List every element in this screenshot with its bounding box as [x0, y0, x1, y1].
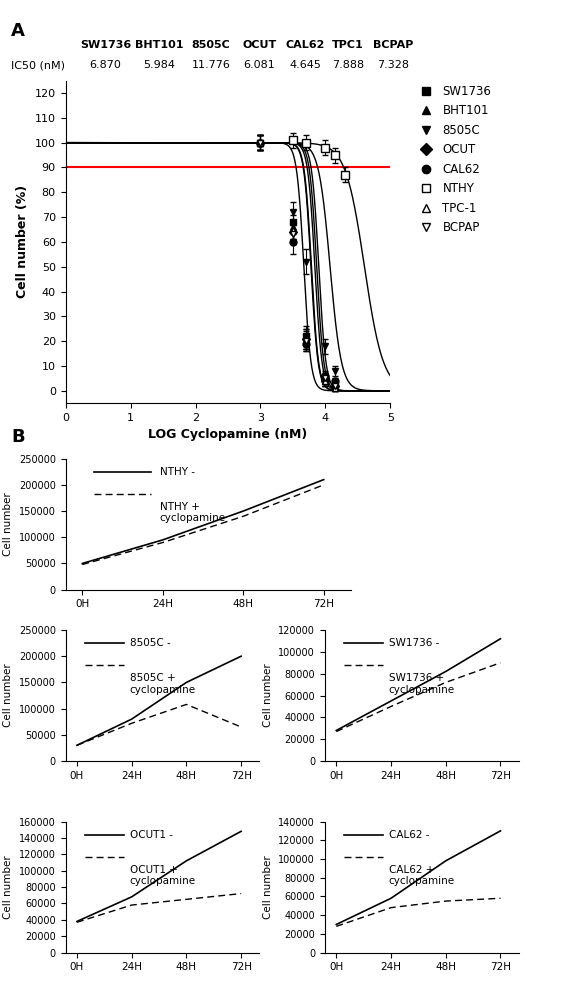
Legend: SW1736, BHT101, 8505C, OCUT, CAL62, NTHY, TPC-1, BCPAP: SW1736, BHT101, 8505C, OCUT, CAL62, NTHY…	[409, 80, 496, 239]
Text: 7.888: 7.888	[332, 60, 364, 71]
Y-axis label: Cell number: Cell number	[263, 663, 273, 728]
Text: CAL62 -: CAL62 -	[389, 830, 429, 840]
Text: 6.081: 6.081	[243, 60, 275, 71]
Y-axis label: Cell number: Cell number	[3, 855, 14, 919]
Text: SW1736 -: SW1736 -	[389, 638, 439, 648]
Text: B: B	[11, 428, 25, 447]
Text: 8505C: 8505C	[192, 40, 230, 50]
Text: CAL62: CAL62	[285, 40, 325, 50]
Y-axis label: Cell number: Cell number	[3, 492, 13, 556]
Text: 8505C +
cyclopamine: 8505C + cyclopamine	[129, 673, 196, 695]
Y-axis label: Cell number: Cell number	[263, 855, 273, 919]
Text: BCPAP: BCPAP	[373, 40, 413, 50]
Text: A: A	[11, 22, 25, 40]
Text: CAL62 +
cyclopamine: CAL62 + cyclopamine	[389, 865, 455, 886]
Text: 8505C -: 8505C -	[129, 638, 170, 648]
Text: BHT101: BHT101	[135, 40, 184, 50]
X-axis label: LOG Cyclopamine (nM): LOG Cyclopamine (nM)	[148, 428, 308, 442]
Text: TPC1: TPC1	[332, 40, 364, 50]
Text: 5.984: 5.984	[144, 60, 176, 71]
Text: OCUT1 -: OCUT1 -	[129, 830, 173, 840]
Text: NTHY +
cyclopamine: NTHY + cyclopamine	[160, 502, 226, 523]
Y-axis label: Cell number: Cell number	[3, 663, 13, 728]
Text: OCUT1 +
cyclopamine: OCUT1 + cyclopamine	[129, 865, 196, 886]
Text: 4.645: 4.645	[289, 60, 321, 71]
Y-axis label: Cell number (%): Cell number (%)	[16, 185, 29, 298]
Text: SW1736 +
cyclopamine: SW1736 + cyclopamine	[389, 673, 455, 695]
Text: 7.328: 7.328	[377, 60, 409, 71]
Text: IC50 (nM): IC50 (nM)	[11, 60, 66, 71]
Text: NTHY -: NTHY -	[160, 467, 194, 477]
Text: OCUT: OCUT	[242, 40, 276, 50]
Text: 6.870: 6.870	[89, 60, 121, 71]
Text: SW1736: SW1736	[80, 40, 131, 50]
Text: 11.776: 11.776	[192, 60, 230, 71]
